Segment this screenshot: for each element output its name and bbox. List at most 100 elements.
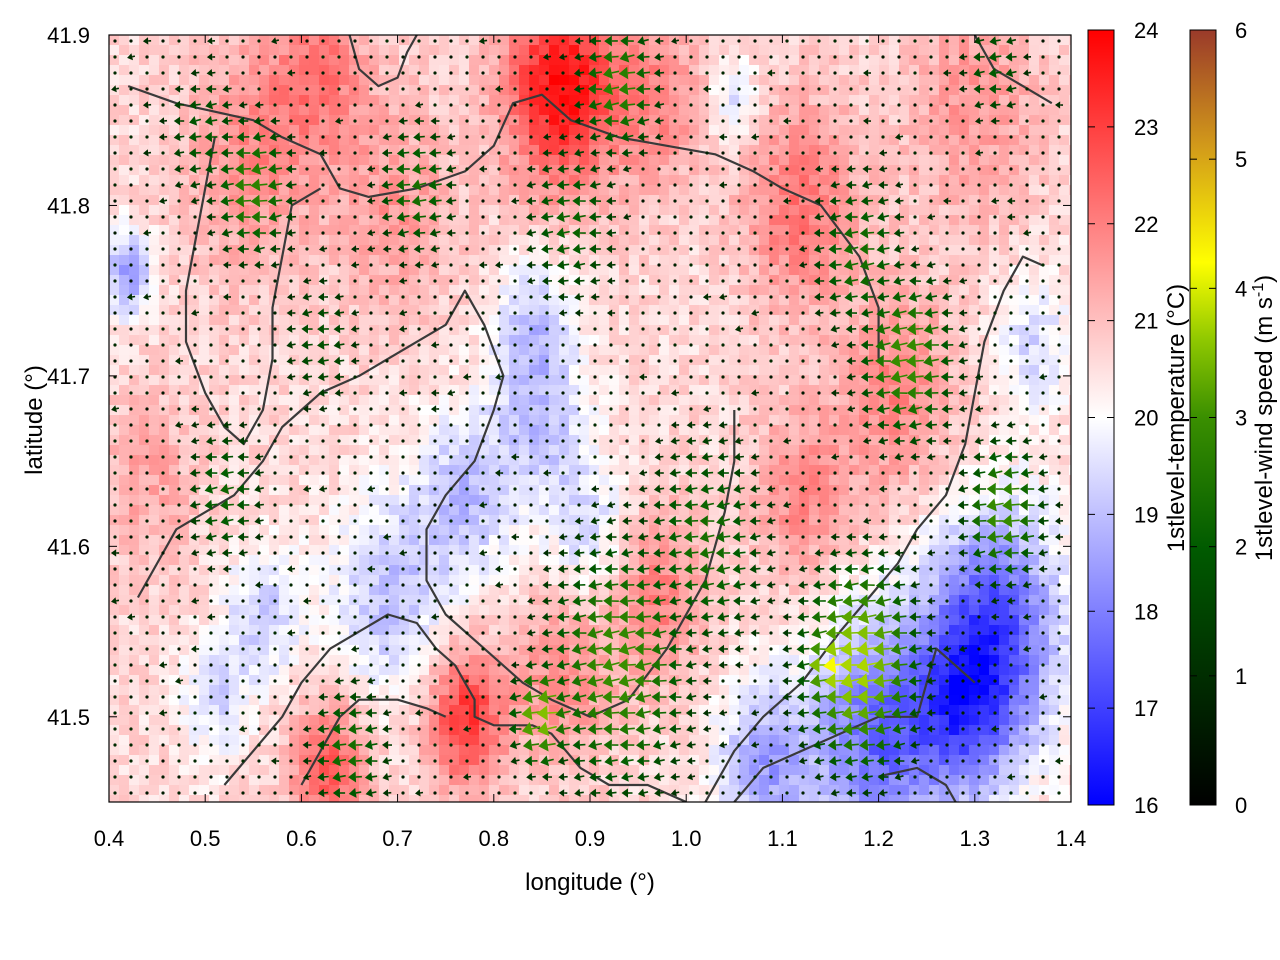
heat-cell [709,215,720,226]
heat-cell [389,295,400,306]
heat-cell [329,525,340,536]
heat-cell [669,745,680,756]
heat-cell [129,425,140,436]
heat-cell [429,735,440,746]
heat-cell [339,45,350,56]
heat-cell [199,375,210,386]
heat-cell [699,165,710,176]
heat-cell [459,415,470,426]
heat-cell [339,535,350,546]
heat-cell [239,295,250,306]
heat-cell [379,235,390,246]
heat-cell [599,785,610,796]
heat-cell [259,555,270,566]
heat-cell [279,455,290,466]
heat-cell [719,305,730,316]
heat-cell [559,635,570,646]
heat-cell [419,265,430,276]
heat-cell [459,635,470,646]
heat-cell [289,645,300,656]
heat-cell [699,55,710,66]
heat-cell [649,75,660,86]
heat-cell [159,245,170,256]
heat-cell [499,495,510,506]
heat-cell [619,415,630,426]
heat-cell [109,65,120,76]
heat-cell [469,45,480,56]
heat-cell [249,95,260,106]
heat-cell [119,765,130,776]
heat-cell [309,575,320,586]
heat-cell [139,505,150,516]
heat-cell [139,365,150,376]
heat-cell [739,135,750,146]
heat-cell [589,175,600,186]
heat-cell [389,565,400,576]
heat-cell [689,505,700,516]
heat-cell [319,495,330,506]
heat-cell [569,765,580,776]
heat-cell [219,125,230,136]
heat-cell [299,75,310,86]
heat-cell [669,605,680,616]
heat-cell [429,465,440,476]
heat-cell [499,85,510,96]
heat-cell [459,65,470,76]
heat-cell [369,95,380,106]
heat-cell [709,155,720,166]
heat-cell [459,315,470,326]
heat-cell [689,285,700,296]
heat-cell [619,775,630,786]
heat-cell [279,495,290,506]
heat-cell [139,675,150,686]
heat-cell [639,795,650,802]
heat-cell [649,415,660,426]
heat-cell [429,445,440,456]
heat-cell [379,565,390,576]
heat-cell [199,765,210,776]
heat-cell [729,255,740,266]
heat-cell [339,325,350,336]
heat-cell [589,415,600,426]
heat-cell [619,285,630,296]
heat-cell [309,715,320,726]
heat-cell [449,385,460,396]
heat-cell [729,165,740,176]
heat-cell [129,255,140,266]
heat-cell [679,685,690,696]
heat-cell [169,795,180,802]
heat-cell [699,345,710,356]
heat-cell [709,585,720,596]
heat-cell [129,655,140,666]
heat-cell [609,655,620,666]
heat-cell [379,575,390,586]
heat-cell [439,395,450,406]
heat-cell [139,695,150,706]
heat-cell [419,355,430,366]
heat-cell [409,645,420,656]
heat-cell [419,175,430,186]
heat-cell [529,545,540,556]
heat-cell [639,405,650,416]
heat-cell [629,355,640,366]
heat-cell [599,675,610,686]
heat-cell [429,65,440,76]
heat-cell [689,725,700,736]
heat-cell [389,525,400,536]
heat-cell [329,275,340,286]
heat-cell [259,425,270,436]
heat-cell [649,85,660,96]
heat-cell [359,115,370,126]
heat-cell [229,145,240,156]
heat-cell [499,355,510,366]
heat-cell [179,585,190,596]
heat-cell [109,175,120,186]
heat-cell [739,305,750,316]
heat-cell [249,615,260,626]
heat-cell [519,455,530,466]
heat-cell [529,515,540,526]
heat-cell [449,55,460,66]
heat-cell [359,475,370,486]
heat-cell [119,795,130,802]
heat-cell [689,105,700,116]
